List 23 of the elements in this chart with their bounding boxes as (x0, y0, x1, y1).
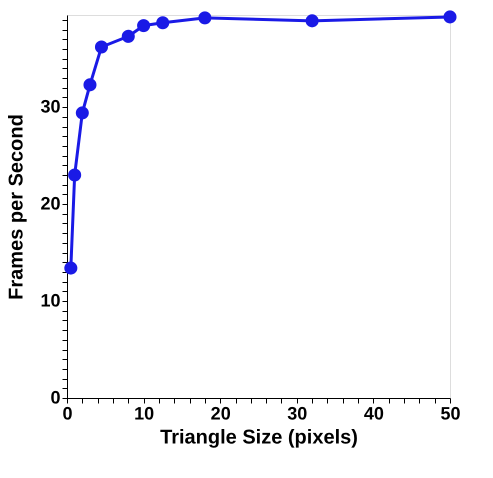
x-tick-label: 0 (62, 404, 73, 424)
point (68, 168, 82, 182)
x-tick-label: 10 (134, 404, 154, 424)
point (306, 14, 319, 28)
point (156, 16, 170, 30)
y-tick-label: 0 (50, 388, 60, 408)
y-tick-label: 30 (40, 96, 60, 117)
point (137, 19, 150, 32)
x-axis-title: Triangle Size (pixels) (160, 426, 358, 448)
point (443, 10, 457, 24)
point (198, 11, 212, 24)
x-tick-label: 30 (287, 404, 308, 424)
point (94, 40, 108, 54)
point (122, 30, 135, 43)
x-tick-label: 40 (364, 404, 384, 424)
point (76, 106, 89, 120)
x-tick-label: 50 (440, 404, 461, 424)
y-tick-label: 20 (40, 194, 60, 214)
y-tick-label: 10 (40, 290, 60, 311)
y-axis-title: Frames per Second (5, 114, 28, 300)
point (83, 78, 96, 92)
point (64, 262, 78, 275)
x-tick-label: 20 (210, 404, 231, 424)
